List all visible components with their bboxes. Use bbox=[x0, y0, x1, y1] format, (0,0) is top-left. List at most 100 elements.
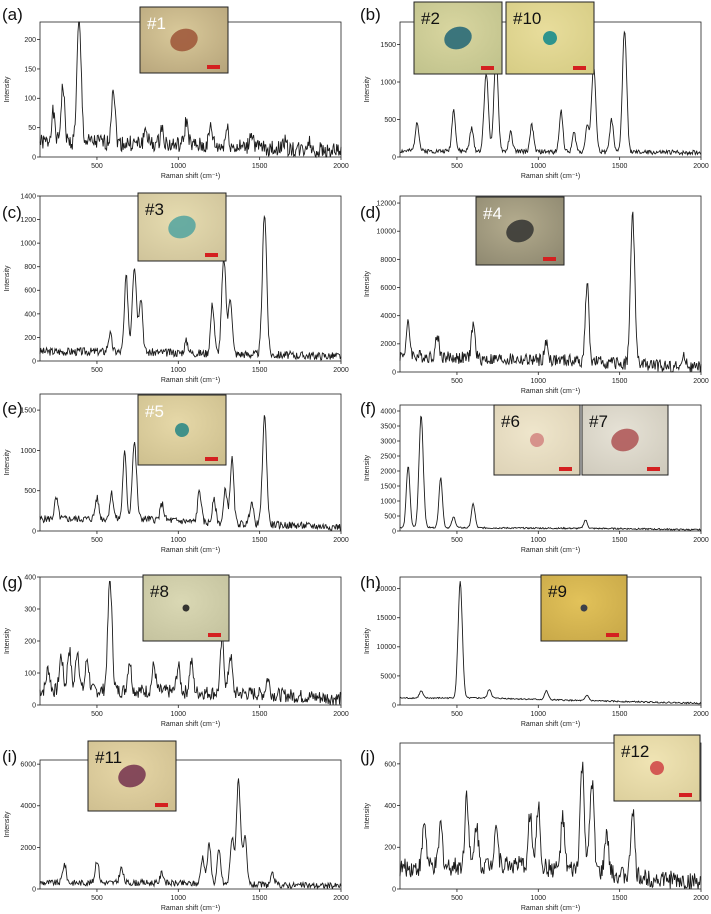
x-tick-label: 500 bbox=[451, 378, 463, 385]
panel-c: (c) 500 1000 1500 2000 0 200 400 600 800 1000 1200 1… bbox=[2, 192, 349, 384]
particle-blob bbox=[182, 604, 190, 612]
y-tick-label: 100 bbox=[24, 670, 36, 677]
x-tick-label: 2000 bbox=[333, 711, 349, 718]
particle-blob bbox=[611, 428, 639, 452]
x-tick-label: 1500 bbox=[612, 895, 628, 902]
x-tick-label: 500 bbox=[451, 537, 463, 544]
y-tick-label: 0 bbox=[392, 154, 396, 161]
y-tick-label: 1000 bbox=[20, 241, 36, 248]
y-tick-label: 600 bbox=[384, 761, 396, 768]
y-tick-label: 300 bbox=[24, 606, 36, 613]
y-tick-label: 50 bbox=[28, 125, 36, 132]
inset-label: #7 bbox=[589, 412, 608, 431]
spectrum-line bbox=[39, 415, 342, 532]
y-tick-label: 1400 bbox=[20, 193, 36, 200]
y-tick-label: 400 bbox=[24, 574, 36, 581]
y-tick-label: 1500 bbox=[380, 42, 396, 49]
scale-bar bbox=[647, 467, 660, 471]
panel-a: (a) 500 1000 1500 2000 0 50 100 150 200 Raman shif… bbox=[2, 5, 349, 180]
x-tick-label: 500 bbox=[91, 367, 103, 374]
x-tick-label: 1000 bbox=[171, 537, 187, 544]
y-tick-label: 0 bbox=[392, 528, 396, 535]
spectrum-line bbox=[399, 30, 702, 157]
x-tick-label: 1500 bbox=[252, 537, 268, 544]
particle-blob bbox=[580, 604, 588, 612]
y-axis-label: Intensity bbox=[364, 802, 371, 829]
x-tick-label: 2000 bbox=[693, 378, 709, 385]
y-tick-label: 500 bbox=[384, 513, 396, 520]
inset-label: #9 bbox=[548, 582, 567, 601]
y-axis-label: Intensity bbox=[364, 76, 371, 103]
scale-bar bbox=[543, 257, 556, 261]
x-tick-label: 2000 bbox=[333, 537, 349, 544]
x-axis-label: Raman shift (cm⁻¹) bbox=[161, 173, 220, 180]
x-tick-label: 1500 bbox=[252, 367, 268, 374]
panel-label: (e) bbox=[2, 399, 23, 418]
scale-bar bbox=[207, 65, 220, 69]
panel-label: (g) bbox=[2, 573, 23, 592]
inset-photo: #7 bbox=[581, 404, 669, 476]
panel-label: (c) bbox=[2, 203, 22, 222]
panel-label: (b) bbox=[360, 5, 381, 24]
x-tick-label: 1500 bbox=[252, 163, 268, 170]
y-tick-label: 4000 bbox=[380, 313, 396, 320]
y-axis-label: Intensity bbox=[364, 270, 371, 297]
y-tick-label: 100 bbox=[24, 96, 36, 103]
x-tick-label: 1000 bbox=[171, 711, 187, 718]
inset-label: #5 bbox=[145, 402, 164, 421]
scale-bar bbox=[205, 253, 218, 257]
y-tick-label: 10000 bbox=[377, 229, 397, 236]
scale-bar bbox=[679, 793, 692, 797]
x-tick-label: 500 bbox=[91, 163, 103, 170]
y-tick-label: 0 bbox=[32, 886, 36, 893]
x-axis-label: Raman shift (cm⁻¹) bbox=[161, 905, 220, 912]
plot-frame bbox=[399, 195, 702, 373]
x-axis-label: Raman shift (cm⁻¹) bbox=[521, 173, 580, 180]
x-axis-label: Raman shift (cm⁻¹) bbox=[521, 388, 580, 395]
x-tick-label: 1500 bbox=[612, 378, 628, 385]
x-tick-label: 1500 bbox=[252, 711, 268, 718]
y-tick-label: 0 bbox=[392, 702, 396, 709]
y-tick-label: 2500 bbox=[380, 453, 396, 460]
panel-i: (i) 500 1000 1500 2000 0 2000 4000 6000 Raman shi… bbox=[2, 740, 349, 912]
x-tick-label: 2000 bbox=[333, 367, 349, 374]
y-tick-label: 1500 bbox=[380, 483, 396, 490]
particle-blob bbox=[650, 761, 664, 775]
x-tick-label: 2000 bbox=[693, 163, 709, 170]
inset-photo: #11 bbox=[87, 740, 177, 812]
x-tick-label: 500 bbox=[451, 163, 463, 170]
particle-blob bbox=[506, 219, 534, 243]
scale-bar bbox=[573, 66, 586, 70]
y-tick-label: 200 bbox=[24, 335, 36, 342]
y-tick-label: 500 bbox=[24, 488, 36, 495]
inset-label: #4 bbox=[483, 204, 502, 223]
inset-photo: #3 bbox=[137, 192, 227, 262]
y-tick-label: 150 bbox=[24, 66, 36, 73]
x-tick-label: 500 bbox=[91, 537, 103, 544]
panel-label: (a) bbox=[2, 5, 23, 24]
y-tick-label: 5000 bbox=[380, 673, 396, 680]
inset-label: #11 bbox=[95, 748, 122, 767]
y-tick-label: 3000 bbox=[380, 438, 396, 445]
y-tick-label: 0 bbox=[392, 886, 396, 893]
spectrum-line bbox=[39, 21, 342, 159]
inset-photo: #9 bbox=[540, 574, 628, 642]
y-axis-label: Intensity bbox=[4, 76, 11, 103]
x-tick-label: 500 bbox=[91, 895, 103, 902]
scale-bar bbox=[606, 633, 619, 637]
x-axis-label: Raman shift (cm⁻¹) bbox=[521, 721, 580, 728]
y-tick-label: 1500 bbox=[20, 408, 36, 415]
x-tick-label: 1500 bbox=[612, 711, 628, 718]
x-axis-label: Raman shift (cm⁻¹) bbox=[161, 721, 220, 728]
y-axis-label: Intensity bbox=[4, 265, 11, 292]
panel-label: (h) bbox=[360, 573, 381, 592]
x-tick-label: 1000 bbox=[531, 378, 547, 385]
inset-photo: #10 bbox=[505, 1, 595, 75]
spectrum-line bbox=[39, 214, 342, 361]
x-axis-label: Raman shift (cm⁻¹) bbox=[521, 905, 580, 912]
x-tick-label: 1000 bbox=[171, 163, 187, 170]
y-axis-label: Intensity bbox=[364, 627, 371, 654]
inset-photo: #4 bbox=[475, 196, 565, 266]
x-tick-label: 1000 bbox=[171, 367, 187, 374]
